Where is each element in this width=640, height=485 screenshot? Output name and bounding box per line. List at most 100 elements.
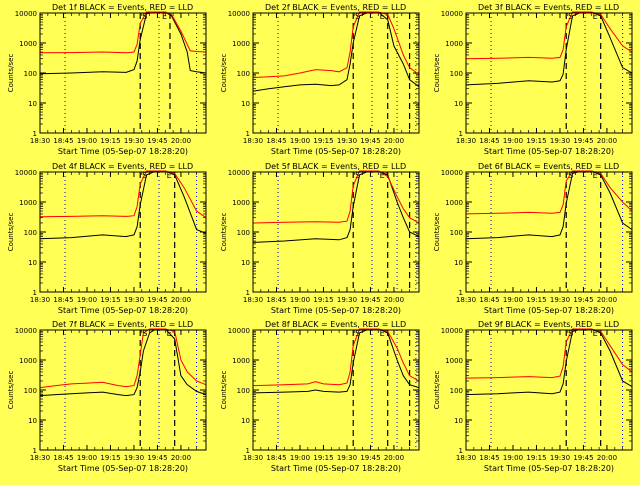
x-tick-label: 18:45	[266, 137, 286, 145]
plot-frame	[465, 329, 633, 451]
series-line-lld	[39, 328, 207, 389]
y-tick-label: 1000	[232, 40, 250, 48]
x-tick-label: 19:30	[337, 296, 357, 304]
series-line-lld	[39, 11, 207, 54]
y-tick-label: 10000	[441, 10, 463, 18]
y-tick-label: 1000	[445, 199, 463, 207]
x-axis-label: Start Time (05-Sep-07 18:28:20)	[484, 306, 614, 315]
x-tick-label: 19:30	[550, 454, 570, 462]
y-tick-label: 10000	[441, 327, 463, 335]
x-tick-label: 19:30	[124, 296, 144, 304]
series-line-lld	[252, 170, 420, 224]
series-line-lld	[252, 328, 420, 387]
x-tick-label: 18:45	[53, 454, 73, 462]
y-tick-label: 1	[459, 447, 463, 455]
end-marker-label: E	[593, 171, 598, 180]
series-line-events	[465, 170, 633, 240]
x-tick-label: 19:30	[124, 137, 144, 145]
x-tick-label: 19:00	[77, 137, 97, 145]
x-tick-label: 19:45	[360, 296, 380, 304]
y-tick-label: 10	[28, 417, 37, 425]
x-tick-label: 18:30	[30, 137, 50, 145]
x-tick-label: 20:00	[597, 137, 617, 145]
x-axis-label: Start Time (05-Sep-07 18:28:20)	[58, 147, 188, 156]
x-tick-label: 19:45	[573, 454, 593, 462]
x-tick-label: 18:30	[456, 454, 476, 462]
series-line-lld	[465, 11, 633, 60]
x-tick-label: 18:45	[266, 296, 286, 304]
x-tick-label: 19:15	[100, 137, 120, 145]
series-line-lld	[39, 170, 207, 219]
y-tick-label: 100	[237, 387, 250, 395]
plot-frame	[465, 12, 633, 134]
x-tick-label: 19:00	[503, 296, 523, 304]
x-tick-label: 19:45	[147, 454, 167, 462]
x-tick-label: 19:15	[526, 296, 546, 304]
x-tick-label: 19:00	[290, 454, 310, 462]
series-line-lld	[252, 11, 420, 79]
plot-frame	[252, 329, 420, 451]
x-tick-label: 19:30	[337, 137, 357, 145]
y-tick-label: 10	[241, 100, 250, 108]
start-marker-label: S	[568, 329, 573, 338]
x-tick-label: 19:15	[100, 296, 120, 304]
plot-frame	[39, 12, 207, 134]
chart-title: Det 2f BLACK = Events, RED = LLD	[265, 3, 406, 12]
y-tick-label: 100	[450, 70, 463, 78]
x-tick-label: 20:00	[597, 454, 617, 462]
x-tick-label: 19:45	[573, 137, 593, 145]
y-tick-label: 1000	[19, 40, 37, 48]
y-tick-label: 10	[454, 259, 463, 267]
y-tick-label: 10	[28, 100, 37, 108]
y-tick-label: 10000	[15, 169, 37, 177]
x-axis-label: Start Time (05-Sep-07 18:28:20)	[484, 147, 614, 156]
x-tick-label: 19:45	[360, 454, 380, 462]
y-tick-label: 100	[450, 387, 463, 395]
series-line-events	[252, 328, 420, 394]
x-axis-label: Start Time (05-Sep-07 18:28:20)	[58, 306, 188, 315]
y-tick-label: 10000	[228, 327, 250, 335]
x-tick-label: 18:30	[456, 137, 476, 145]
x-tick-label: 19:15	[313, 296, 333, 304]
x-tick-label: 18:30	[243, 454, 263, 462]
start-marker-label: S	[355, 171, 360, 180]
end-marker-label: E	[167, 171, 172, 180]
series-line-lld	[465, 170, 633, 215]
y-tick-label: 10	[241, 417, 250, 425]
chart-title: Det 6f BLACK = Events, RED = LLD	[478, 162, 619, 171]
series-line-events	[252, 170, 420, 243]
x-tick-label: 18:45	[53, 137, 73, 145]
y-tick-label: 100	[24, 387, 37, 395]
y-tick-label: 10000	[228, 10, 250, 18]
y-tick-label: 100	[24, 70, 37, 78]
x-tick-label: 18:30	[30, 454, 50, 462]
y-tick-label: 100	[24, 229, 37, 237]
x-tick-label: 19:15	[313, 454, 333, 462]
x-tick-label: 19:15	[313, 137, 333, 145]
x-axis-label: Start Time (05-Sep-07 18:28:20)	[484, 464, 614, 473]
x-tick-label: 19:15	[526, 454, 546, 462]
y-axis-label: Counts/sec	[7, 213, 15, 252]
chart-title: Det 1f BLACK = Events, RED = LLD	[52, 3, 193, 12]
chart-panel-6: Det 6f BLACK = Events, RED = LLD Counts/s…	[433, 162, 633, 315]
y-tick-label: 1	[459, 130, 463, 138]
chart-panel-5: Det 5f BLACK = Events, RED = LLD Counts/s…	[220, 162, 420, 315]
x-tick-label: 19:15	[100, 454, 120, 462]
x-tick-label: 19:00	[77, 454, 97, 462]
series-line-events	[39, 170, 207, 240]
x-tick-label: 18:45	[266, 454, 286, 462]
chart-panel-3: Det 3f BLACK = Events, RED = LLD Counts/s…	[433, 3, 633, 156]
plot-frame	[465, 171, 633, 293]
x-tick-label: 19:00	[503, 137, 523, 145]
x-tick-label: 20:00	[171, 454, 191, 462]
plot-frame	[39, 329, 207, 451]
chart-panel-7: Det 7f BLACK = Events, RED = LLD Counts/s…	[7, 320, 207, 473]
series-line-events	[465, 11, 633, 86]
chart-title: Det 4f BLACK = Events, RED = LLD	[52, 162, 193, 171]
chart-title: Det 8f BLACK = Events, RED = LLD	[265, 320, 406, 329]
y-axis-label: Counts/sec	[7, 371, 15, 410]
x-axis-label: Start Time (05-Sep-07 18:28:20)	[271, 306, 401, 315]
x-tick-label: 19:45	[360, 137, 380, 145]
plot-frame	[39, 171, 207, 293]
